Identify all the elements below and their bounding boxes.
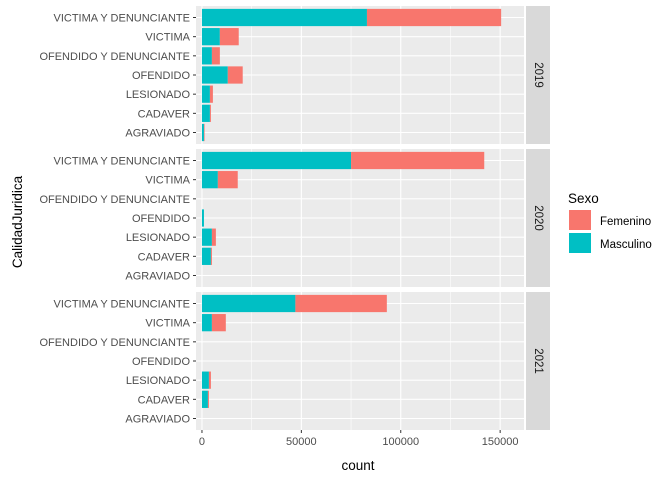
- bar-femenino-ofendido-y-denunciante-2019: [211, 47, 220, 65]
- bar-femenino-cadaver-2019: [209, 104, 211, 122]
- bar-femenino-lesionado-2019: [209, 85, 213, 103]
- y-tick-label: OFENDIDO: [132, 356, 191, 368]
- bar-femenino-cadaver-2020: [210, 247, 212, 265]
- y-tick-label: VICTIMA Y DENUNCIANTE: [53, 13, 190, 25]
- y-tick-label: VICTIMA Y DENUNCIANTE: [53, 299, 190, 311]
- bar-femenino-lesionado-2020: [211, 228, 216, 246]
- y-tick-label: AGRAVIADO: [125, 271, 190, 283]
- bar-femenino-victima-2021: [211, 314, 226, 332]
- x-tick-label: 0: [199, 436, 205, 448]
- bar-femenino-cadaver-2021: [207, 390, 209, 408]
- x-tick-label: 100000: [382, 436, 419, 448]
- y-tick-label: AGRAVIADO: [125, 128, 190, 140]
- y-tick-label: OFENDIDO Y DENUNCIANTE: [39, 337, 190, 349]
- bar-femenino-victima-y-denunciante-2019: [366, 8, 502, 27]
- legend-key-femenino: [569, 210, 591, 230]
- bar-masculino-victima-y-denunciante-2021: [201, 294, 296, 313]
- x-axis-title: count: [341, 458, 374, 473]
- bar-masculino-agraviado-2019: [201, 123, 204, 142]
- bar-masculino-ofendido-y-denunciante-2019: [201, 47, 212, 65]
- y-tick-label: VICTIMA: [145, 318, 190, 330]
- bar-masculino-victima-2019: [201, 28, 220, 46]
- bar-masculino-cadaver-2021: [201, 390, 208, 408]
- bar-masculino-victima-y-denunciante-2019: [201, 8, 367, 27]
- y-tick-label: CADAVER: [138, 394, 190, 406]
- bar-masculino-ofendido-2019: [201, 66, 228, 84]
- y-tick-label: LESIONADO: [126, 232, 191, 244]
- y-axis-title: CalidadJuridica: [10, 175, 25, 268]
- y-tick-label: LESIONADO: [126, 375, 191, 387]
- facet-strip-2020: [526, 149, 550, 287]
- bar-masculino-ofendido-2020: [201, 209, 204, 227]
- bar-femenino-victima-2020: [217, 171, 238, 189]
- y-tick-label: VICTIMA Y DENUNCIANTE: [53, 156, 190, 168]
- y-tick-label: OFENDIDO: [132, 213, 191, 225]
- facet-panel-2020: 2020: [196, 149, 550, 287]
- y-tick-label: CADAVER: [138, 108, 190, 120]
- bar-masculino-lesionado-2020: [201, 228, 212, 246]
- x-tick-label: 150000: [482, 436, 519, 448]
- bar-masculino-cadaver-2020: [201, 247, 211, 265]
- y-tick-label: VICTIMA: [145, 175, 190, 187]
- bar-masculino-victima-2020: [201, 171, 218, 189]
- bar-femenino-victima-y-denunciante-2020: [351, 151, 485, 170]
- bar-femenino-victima-2019: [219, 28, 239, 46]
- y-tick-label: AGRAVIADO: [125, 414, 190, 426]
- y-tick-label: CADAVER: [138, 251, 190, 263]
- y-tick-label: OFENDIDO Y DENUNCIANTE: [39, 51, 190, 63]
- legend-label-femenino: Femenino: [600, 216, 651, 228]
- facet-strip-label: 2021: [532, 348, 544, 374]
- bar-masculino-victima-2021: [201, 314, 212, 332]
- bar-masculino-lesionado-2019: [201, 85, 210, 103]
- panels-layer: 2019 2020 2021: [196, 6, 550, 430]
- facet-panel-2019: 2019: [196, 6, 550, 144]
- bar-masculino-cadaver-2019: [201, 104, 210, 122]
- axes-layer: VICTIMA Y DENUNCIANTE VICTIMA OFENDIDO Y D…: [39, 13, 518, 449]
- legend-title: Sexo: [568, 191, 599, 206]
- legend-key-masculino: [569, 233, 591, 253]
- facet-strip-2021: [526, 292, 550, 430]
- bar-masculino-victima-y-denunciante-2020: [201, 151, 352, 170]
- bar-femenino-ofendido-2019: [227, 66, 243, 84]
- y-tick-label: OFENDIDO Y DENUNCIANTE: [39, 194, 190, 206]
- facet-strip-2019: [526, 6, 550, 144]
- legend: Sexo Femenino Masculino: [568, 191, 652, 253]
- bar-femenino-agraviado-2019: [203, 123, 205, 142]
- legend-label-masculino: Masculino: [600, 239, 652, 251]
- x-tick-label: 50000: [286, 436, 317, 448]
- bar-femenino-victima-y-denunciante-2021: [295, 294, 387, 313]
- facet-strip-label: 2020: [532, 205, 544, 231]
- facet-panel-2021: 2021: [196, 292, 550, 430]
- y-tick-label: OFENDIDO: [132, 70, 191, 82]
- bar-femenino-lesionado-2021: [208, 371, 211, 389]
- y-tick-label: VICTIMA: [145, 32, 190, 44]
- bar-masculino-lesionado-2021: [201, 371, 209, 389]
- facet-strip-label: 2019: [532, 62, 544, 88]
- y-tick-label: LESIONADO: [126, 89, 191, 101]
